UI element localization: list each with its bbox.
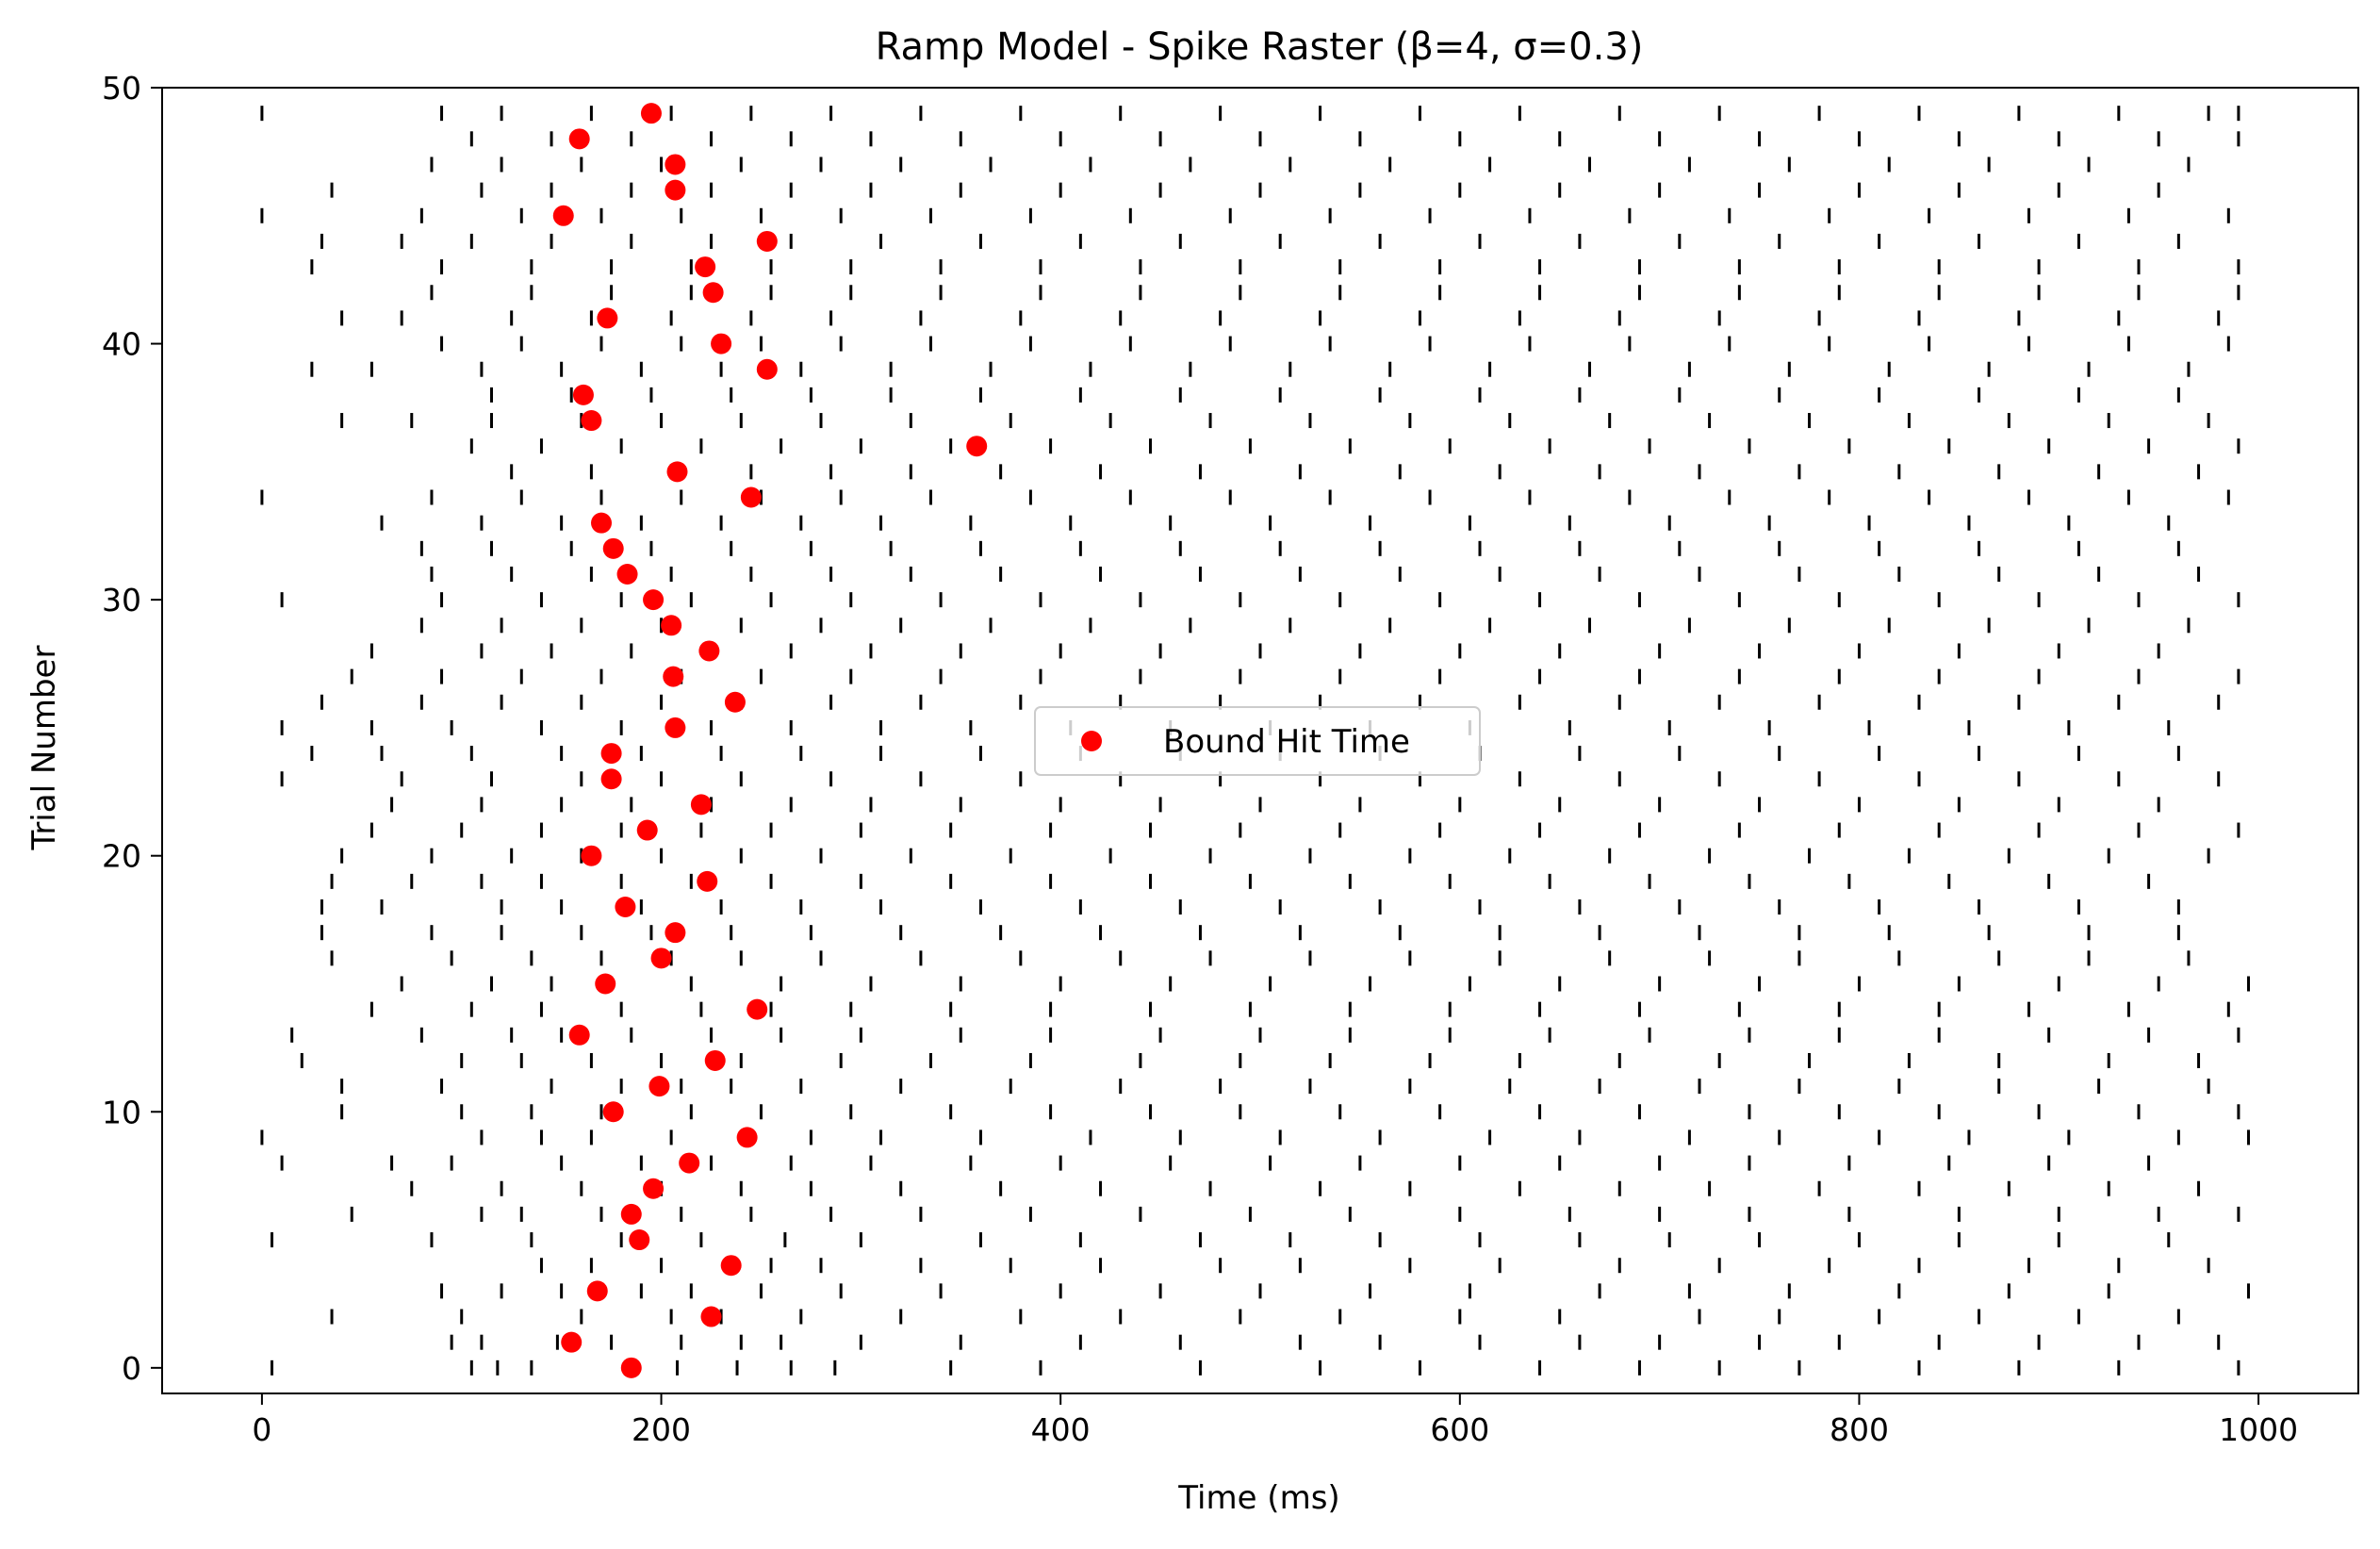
bound-hit-marker [966, 436, 988, 457]
bound-hit-marker [572, 384, 594, 405]
axes-frame [161, 87, 2359, 1394]
legend-box [1034, 706, 1481, 776]
bound-hit-marker [702, 282, 724, 304]
bound-hit-marker [568, 1024, 590, 1046]
bound-hit-marker [704, 1049, 726, 1071]
x-tick-label: 600 [1430, 1411, 1489, 1448]
y-tick-label: 30 [102, 582, 141, 618]
legend-marker-bound-hit-time [1081, 731, 1102, 751]
bound-hit-marker [600, 743, 622, 765]
bound-hit-marker [552, 205, 574, 226]
x-tick-label: 400 [1031, 1411, 1091, 1448]
bound-hit-marker [697, 870, 718, 892]
legend: Bound Hit Time [1034, 706, 1481, 776]
bound-hit-marker [616, 563, 638, 585]
plot-area: 0 200 400 600 800 1000 0 10 20 30 40 50 [102, 70, 2359, 1448]
bound-hit-marker [595, 973, 616, 995]
bound-hit-marker [700, 1306, 722, 1327]
bound-hit-marker [648, 1076, 670, 1097]
bound-hit-marker [561, 1331, 583, 1353]
y-tick-label: 40 [102, 326, 141, 363]
bound-hit-marker [740, 486, 762, 508]
bound-hit-marker [679, 1152, 700, 1174]
bound-hit-marker [747, 998, 768, 1020]
bound-hit-marker [665, 179, 686, 201]
chart-title: Ramp Model - Spike Raster (β=4, σ=0.3) [876, 25, 1644, 69]
bound-hit-marker [636, 819, 658, 841]
y-tick-label: 0 [122, 1350, 141, 1387]
bound-hit-marker [650, 948, 672, 969]
x-axis-label: Time (ms) [1177, 1479, 1339, 1517]
x-tick-label: 1000 [2219, 1411, 2298, 1448]
bound-hit-marker [665, 154, 686, 175]
x-tick-label: 0 [252, 1411, 271, 1448]
bound-hit-marker [568, 128, 590, 150]
bound-hit-marker [666, 461, 688, 483]
bound-hit-marker [620, 1203, 642, 1225]
bound-hit-marker [586, 1280, 608, 1302]
bound-hit-marker [640, 103, 662, 124]
bound-hit-marker [711, 333, 732, 354]
bound-hit-marker [602, 1101, 624, 1123]
bound-hit-marker [620, 1357, 642, 1378]
bound-hit-marker [736, 1127, 758, 1148]
bound-hit-marker [724, 691, 746, 713]
bound-hit-marker [602, 537, 624, 559]
bound-hit-marker [756, 358, 778, 380]
bound-hit-marker [600, 768, 622, 790]
bound-hit-marker [581, 410, 602, 432]
y-axis-label: Trial Number [25, 646, 63, 851]
bound-hit-marker [720, 1255, 742, 1277]
bound-hit-marker [591, 512, 612, 534]
bound-hit-marker [615, 897, 636, 918]
bound-hit-marker [597, 307, 618, 329]
bound-hit-marker [663, 666, 684, 687]
bound-hit-marker [643, 589, 665, 611]
y-tick-label: 10 [102, 1094, 141, 1130]
bound-hit-marker [698, 640, 720, 662]
y-tick-label: 20 [102, 838, 141, 875]
bound-hit-marker [629, 1229, 650, 1251]
y-tick-label: 50 [102, 70, 141, 107]
x-tick-label: 800 [1830, 1411, 1889, 1448]
bound-hit-marker [756, 230, 778, 252]
bound-hit-marker [665, 922, 686, 944]
legend-label-bound-hit-time: Bound Hit Time [1163, 723, 1410, 761]
bound-hit-marker [643, 1178, 665, 1199]
bound-hit-marker [581, 845, 602, 866]
x-tick-label: 200 [632, 1411, 691, 1448]
bound-hit-marker [690, 794, 712, 816]
bound-hit-marker [665, 717, 686, 738]
bound-hit-marker [661, 615, 682, 636]
bound-hit-marker [695, 256, 716, 278]
